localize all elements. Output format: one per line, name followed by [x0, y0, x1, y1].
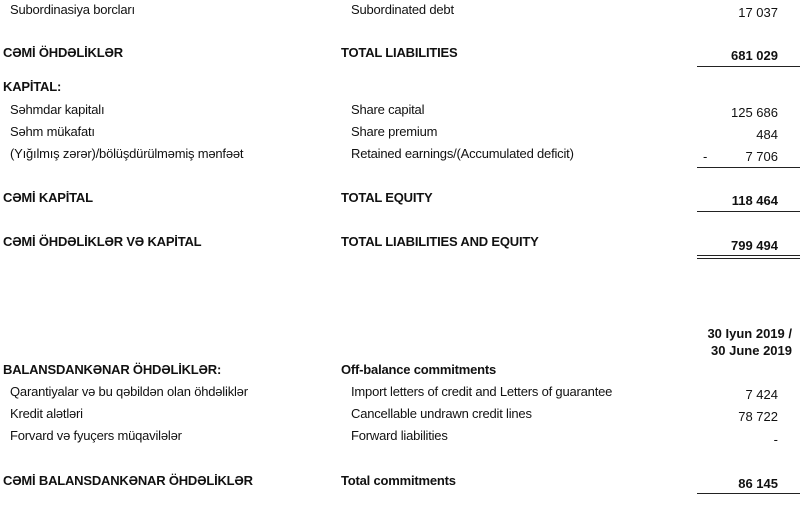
guarantees-en: Import letters of credit and Letters of …	[351, 384, 613, 399]
credit-lines-value: 78 722	[738, 409, 778, 424]
retained-earnings-en: Retained earnings/(Accumulated deficit)	[351, 146, 574, 161]
retained-earnings-sign: -	[703, 149, 708, 164]
guarantees-az: Qarantiyalar və bu qəbildən olan öhdəlik…	[10, 384, 248, 399]
share-premium-value: 484	[756, 127, 778, 142]
off-balance-heading-az: BALANSDANKƏNAR ÖHDƏLİKLƏR:	[3, 362, 222, 377]
equity-subtotal-rule	[697, 167, 800, 168]
forward-az: Forvard və fyuçers müqavilələr	[10, 428, 182, 443]
total-liabilities-az: CƏMİ ÖHDƏLİKLƏR	[3, 45, 123, 60]
date-header-az: 30 Iyun 2019 /	[707, 326, 792, 341]
total-liabilities-en: TOTAL LIABILITIES	[341, 45, 458, 60]
total-liab-equity-value: 799 494	[731, 238, 778, 253]
forward-value: -	[773, 432, 778, 447]
total-commitments-az: CƏMİ BALANSDANKƏNAR ÖHDƏLİKLƏR	[3, 473, 253, 488]
total-equity-az: CƏMİ KAPİTAL	[3, 190, 93, 205]
share-capital-en: Share capital	[351, 102, 425, 117]
subordinated-debt-value: 17 037	[738, 5, 778, 20]
capital-heading: KAPİTAL:	[3, 79, 62, 94]
date-header-en: 30 June 2019	[711, 343, 792, 358]
total-equity-rule	[697, 211, 800, 212]
total-liab-equity-double-rule	[697, 255, 800, 259]
total-commitments-en: Total commitments	[341, 473, 456, 488]
off-balance-heading-en: Off-balance commitments	[341, 362, 497, 377]
credit-lines-az: Kredit alətləri	[10, 406, 83, 421]
total-commitments-value: 86 145	[738, 476, 778, 491]
subordinated-debt-en: Subordinated debt	[351, 2, 454, 17]
share-capital-value: 125 686	[731, 105, 778, 120]
total-equity-en: TOTAL EQUITY	[341, 190, 433, 205]
credit-lines-en: Cancellable undrawn credit lines	[351, 406, 532, 421]
forward-en: Forward liabilities	[351, 428, 448, 443]
guarantees-value: 7 424	[745, 387, 778, 402]
subordinated-debt-az: Subordinasiya borcları	[10, 2, 135, 17]
total-liabilities-value: 681 029	[731, 48, 778, 63]
share-premium-en: Share premium	[351, 124, 438, 139]
total-liab-equity-az: CƏMİ ÖHDƏLİKLƏR VƏ KAPİTAL	[3, 234, 202, 249]
retained-earnings-value: 7 706	[745, 149, 778, 164]
total-liab-equity-en: TOTAL LIABILITIES AND EQUITY	[341, 234, 539, 249]
share-premium-az: Səhm mükafatı	[10, 124, 95, 139]
total-equity-value: 118 464	[731, 193, 778, 208]
share-capital-az: Səhmdar kapitalı	[10, 102, 105, 117]
total-commitments-rule	[697, 493, 800, 494]
total-liabilities-rule	[697, 66, 800, 67]
retained-earnings-az: (Yığılmış zərər)/bölüşdürülməmiş mənfəət	[10, 146, 244, 161]
